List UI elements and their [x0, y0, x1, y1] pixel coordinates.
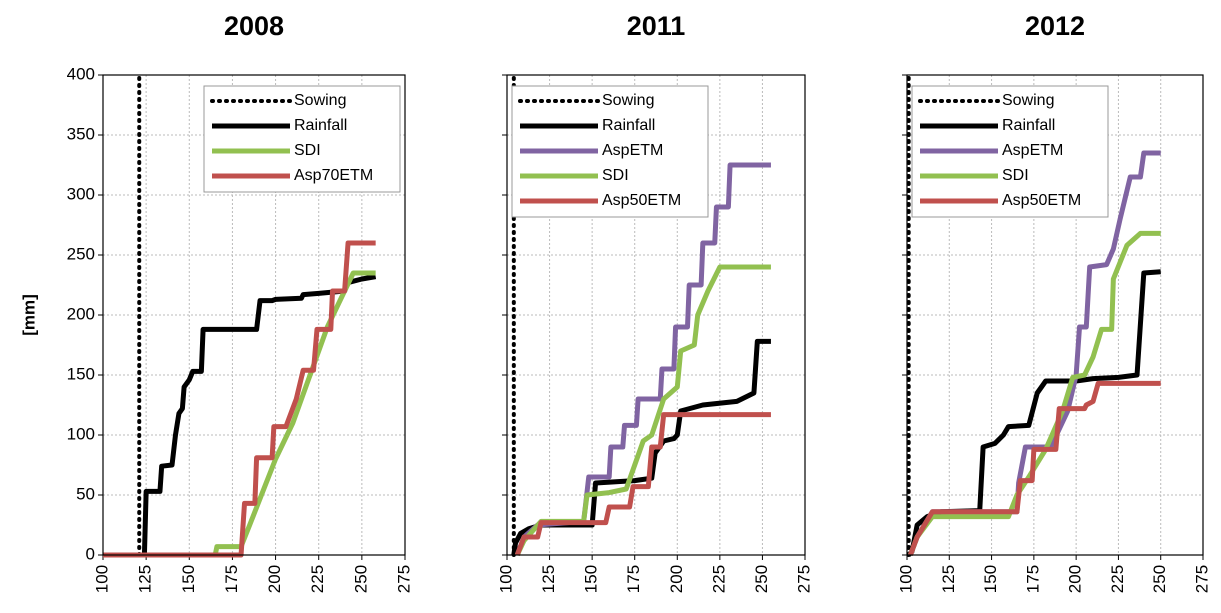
legend-label: AspETM	[602, 142, 663, 159]
chart-title: 2008	[224, 11, 284, 41]
y-tick-label: 50	[76, 484, 95, 503]
x-tick-label: 250	[1150, 565, 1169, 593]
plot-border	[906, 74, 1204, 556]
x-tick-label: 200	[1066, 565, 1085, 593]
x-tick-label: 150	[981, 565, 1000, 593]
y-tick-label: 100	[67, 424, 95, 443]
x-tick-label: 125	[939, 565, 958, 593]
y-tick-label: 150	[67, 364, 95, 383]
legend-label: AspETM	[1002, 142, 1063, 159]
x-tick-label: 225	[308, 565, 327, 593]
legend-label: Sowing	[602, 92, 654, 109]
x-tick-label: 175	[222, 565, 241, 593]
legend-label: SDI	[294, 142, 321, 159]
legend-label: Rainfall	[1002, 117, 1055, 134]
legend-label: Asp50ETM	[602, 192, 681, 209]
y-tick-label: 0	[86, 544, 95, 563]
y-tick-label: 250	[67, 244, 95, 263]
x-tick-label: 275	[394, 565, 413, 593]
x-tick-label: 150	[179, 565, 198, 593]
legend-label: SDI	[1002, 167, 1029, 184]
legend-label: Asp70ETM	[294, 167, 373, 184]
x-tick-label: 225	[709, 565, 728, 593]
chart-title: 2011	[627, 11, 686, 41]
x-tick-label: 225	[1108, 565, 1127, 593]
series-line	[103, 240, 376, 558]
y-tick-label: 300	[67, 184, 95, 203]
x-tick-label: 100	[92, 565, 111, 593]
x-tick-label: 100	[896, 565, 915, 593]
series-line	[103, 274, 377, 558]
x-tick-label: 200	[667, 565, 686, 593]
x-tick-label: 125	[136, 565, 155, 593]
legend-label: Sowing	[294, 92, 346, 109]
y-tick-label: 400	[67, 64, 95, 83]
series-line	[908, 380, 1161, 556]
legend-label: Rainfall	[602, 117, 655, 134]
legend-label: SDI	[602, 167, 629, 184]
x-tick-label: 250	[752, 565, 771, 593]
x-tick-label: 175	[624, 565, 643, 593]
plot-border	[102, 74, 406, 556]
x-tick-label: 125	[539, 565, 558, 593]
x-tick-label: 150	[582, 565, 601, 593]
x-tick-label: 200	[265, 565, 284, 593]
plot-border	[506, 74, 806, 556]
series-line	[514, 412, 771, 556]
legend-label: Asp50ETM	[1002, 192, 1081, 209]
x-tick-label: 275	[794, 565, 813, 593]
x-tick-label: 275	[1192, 565, 1211, 593]
legend-label: Sowing	[1002, 92, 1054, 109]
y-tick-label: 350	[67, 124, 95, 143]
x-tick-label: 250	[351, 565, 370, 593]
series-line	[908, 230, 1161, 556]
series-line	[511, 338, 771, 556]
x-tick-label: 175	[1023, 565, 1042, 593]
y-axis-label: [mm]	[19, 294, 38, 336]
y-tick-label: 200	[67, 304, 95, 323]
x-tick-label: 100	[496, 565, 515, 593]
chart-title: 2012	[1025, 11, 1085, 41]
legend-label: Rainfall	[294, 117, 347, 134]
